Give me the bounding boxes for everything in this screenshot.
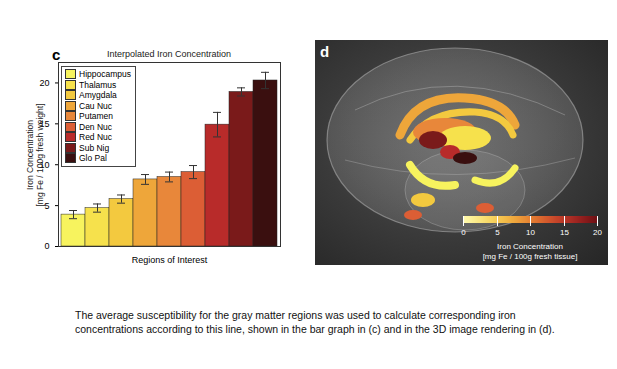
html-text:Glo Pal: Glo Pal [79, 153, 107, 164]
html-text:The average susceptibility for: The average susceptibility for the gray … [75, 309, 555, 335]
html-text:Sub Nig: Sub Nig [79, 142, 110, 153]
html-text:c: c [52, 46, 61, 63]
svg-text:5: 5 [44, 200, 49, 210]
html-text:Putamen: Putamen [79, 111, 113, 122]
svg-text:Regions of Interest: Regions of Interest [132, 255, 208, 265]
svg-text:10: 10 [526, 228, 535, 237]
svg-text:0: 0 [461, 228, 466, 237]
html-text:d: d [320, 43, 330, 60]
html-text:Iron Concentration [mg Fe / 10: Iron Concentration [mg Fe / 100g fresh t… [482, 242, 578, 261]
html-text:Iron Concentration [mg Fe / 10: Iron Concentration [mg Fe / 100g fresh w… [25, 103, 45, 207]
html-text:Thalamus: Thalamus [79, 79, 117, 90]
svg-text:15: 15 [560, 228, 569, 237]
html-text:Cau Nuc: Cau Nuc [79, 100, 113, 111]
html-text:Den Nuc: Den Nuc [79, 121, 113, 132]
html-text:Amygdala: Amygdala [79, 90, 117, 101]
svg-text:0: 0 [44, 241, 49, 251]
svg-text:20: 20 [39, 78, 49, 88]
html-text:Interpolated Iron Concentratio: Interpolated Iron Concentration [107, 49, 231, 59]
svg-text:5: 5 [495, 228, 500, 237]
html-text:Hippocampus: Hippocampus [79, 69, 131, 80]
html-text:Red Nuc: Red Nuc [79, 132, 113, 143]
svg-text:20: 20 [593, 228, 602, 237]
